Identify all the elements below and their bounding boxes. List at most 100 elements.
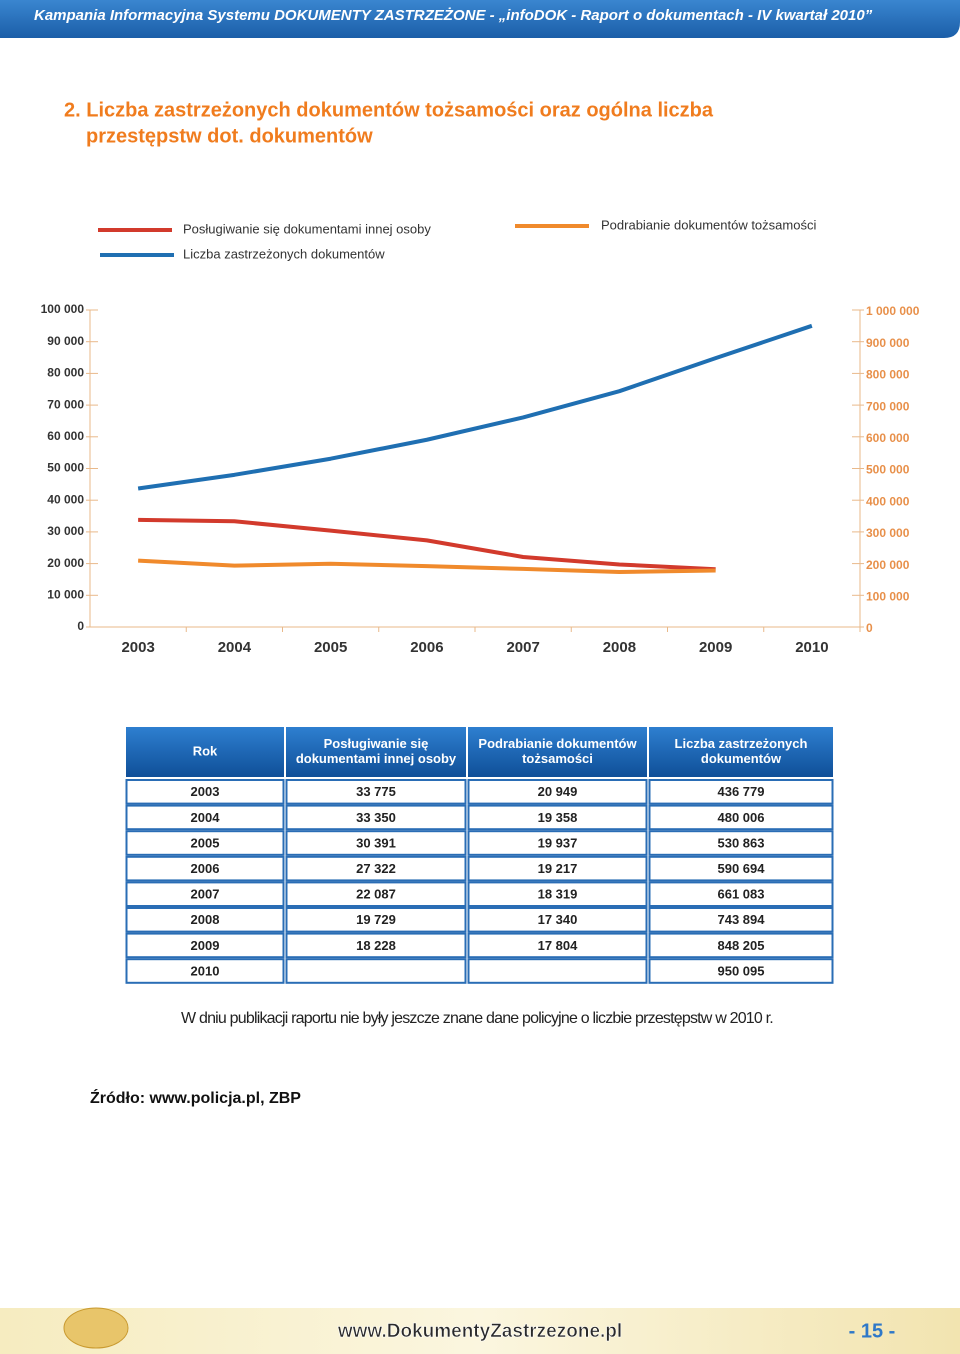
table-cell bbox=[467, 881, 648, 908]
table-cell bbox=[467, 830, 648, 856]
table-cell bbox=[648, 881, 834, 908]
table-cell bbox=[467, 779, 648, 805]
table-cell-text: 19 937 bbox=[538, 835, 578, 850]
table-cell bbox=[125, 804, 285, 831]
note: W dniu publikacji raportu nie były jeszc… bbox=[181, 1010, 773, 1027]
table-cell bbox=[125, 779, 285, 805]
table-cell-text: 18 319 bbox=[538, 887, 578, 902]
table-cell-text: 2010 bbox=[191, 963, 220, 978]
y2-tick-label: 700 000 bbox=[866, 399, 910, 413]
series-line bbox=[138, 558, 716, 575]
table-cell-text: 18 228 bbox=[356, 938, 396, 953]
y-tick-label: 80 000 bbox=[47, 366, 84, 380]
table-cell bbox=[285, 779, 467, 805]
table-cell bbox=[125, 881, 285, 908]
table-header-text: Liczba zastrzeżonych bbox=[675, 736, 808, 751]
table-header-text: tożsamości bbox=[522, 751, 593, 766]
y-tick-label: 40 000 bbox=[47, 492, 84, 506]
table-cell bbox=[467, 958, 648, 984]
table-cell-text: 20 949 bbox=[538, 784, 578, 799]
y-tick-label: 20 000 bbox=[47, 556, 84, 570]
series-line bbox=[137, 323, 813, 491]
table-header-cell bbox=[649, 727, 833, 777]
y-tick-label: 90 000 bbox=[47, 334, 84, 348]
x-tick-label: 2004 bbox=[218, 639, 252, 656]
table-cell-text: 19 729 bbox=[356, 912, 396, 927]
header-title: Kampania Informacyjna Systemu DOKUMENTY … bbox=[34, 7, 873, 24]
x-tick-label: 2003 bbox=[121, 639, 154, 656]
table-header-cell bbox=[468, 727, 647, 777]
table-cell bbox=[125, 958, 285, 984]
y2-tick-label: 500 000 bbox=[866, 463, 910, 477]
legend-label: Liczba zastrzeżonych dokumentów bbox=[183, 246, 385, 261]
x-tick-label: 2008 bbox=[603, 639, 636, 656]
table-cell-text: 22 087 bbox=[356, 887, 396, 902]
y2-tick-label: 100 000 bbox=[866, 589, 910, 603]
table-cell bbox=[648, 932, 834, 959]
x-tick-label: 2010 bbox=[795, 639, 828, 656]
table-cell bbox=[648, 958, 834, 984]
table-cell-text: 2008 bbox=[191, 912, 220, 927]
table-cell-text: 2005 bbox=[191, 835, 220, 850]
table-cell bbox=[285, 932, 467, 959]
table-header-text: dokumentów bbox=[701, 751, 782, 766]
table-cell-text: 2007 bbox=[191, 887, 220, 902]
legend-label: Podrabianie dokumentów tożsamości bbox=[601, 217, 816, 232]
table-cell-text: 950 095 bbox=[718, 963, 765, 978]
table-cell bbox=[467, 907, 648, 933]
footer-bar bbox=[0, 1308, 960, 1354]
table-cell bbox=[125, 932, 285, 959]
y-tick-label: 0 bbox=[77, 619, 84, 633]
y2-tick-label: 900 000 bbox=[866, 336, 910, 350]
section-title: przestępstw dot. dokumentów bbox=[86, 125, 373, 147]
table-cell-text: 480 006 bbox=[718, 810, 765, 825]
table-cell bbox=[285, 958, 467, 984]
table-cell bbox=[467, 855, 648, 882]
table-cell bbox=[285, 907, 467, 933]
y2-tick-label: 400 000 bbox=[866, 494, 910, 508]
y-tick-label: 60 000 bbox=[47, 429, 84, 443]
table-cell bbox=[467, 804, 648, 831]
footer-url: www.DokumentyZastrzezone.pl bbox=[337, 1321, 622, 1342]
table-cell-text: 2004 bbox=[191, 810, 221, 825]
y2-tick-label: 1 000 000 bbox=[866, 304, 920, 318]
y-tick-label: 30 000 bbox=[47, 524, 84, 538]
table-cell bbox=[285, 855, 467, 882]
y-tick-label: 100 000 bbox=[41, 302, 85, 316]
table-cell bbox=[125, 830, 285, 856]
table-cell-text: 33 775 bbox=[356, 784, 396, 799]
table-header-text: Podrabianie dokumentów bbox=[478, 736, 637, 751]
table-cell-text: 17 804 bbox=[538, 938, 579, 953]
table-cell-text: 27 322 bbox=[356, 861, 396, 876]
y2-tick-label: 800 000 bbox=[866, 368, 910, 382]
table-cell-text: 661 083 bbox=[718, 887, 765, 902]
section-title: 2. Liczba zastrzeżonych dokumentów tożsa… bbox=[64, 99, 714, 121]
y-tick-label: 10 000 bbox=[47, 587, 84, 601]
page-number: - 15 - bbox=[849, 1320, 896, 1342]
source: Źródło: www.policja.pl, ZBP bbox=[90, 1088, 301, 1107]
table-cell-text: 2003 bbox=[191, 784, 220, 799]
y2-tick-label: 300 000 bbox=[866, 526, 910, 540]
y2-tick-label: 0 bbox=[866, 621, 873, 635]
x-tick-label: 2006 bbox=[410, 639, 443, 656]
table-cell bbox=[648, 855, 834, 882]
table-cell bbox=[285, 804, 467, 831]
table-cell-text: 2006 bbox=[191, 861, 220, 876]
table-cell-text: 590 694 bbox=[718, 861, 766, 876]
table-cell bbox=[125, 855, 285, 882]
table-cell-text: 19 217 bbox=[538, 861, 578, 876]
table-cell bbox=[285, 830, 467, 856]
series-line bbox=[138, 517, 716, 572]
table-cell-text: 19 358 bbox=[538, 810, 578, 825]
legend-label: Posługiwanie się dokumentami innej osoby bbox=[183, 221, 431, 236]
table-cell bbox=[648, 830, 834, 856]
y-tick-label: 50 000 bbox=[47, 461, 84, 475]
table-cell bbox=[648, 779, 834, 805]
table-header-text: Posługiwanie się bbox=[324, 736, 429, 751]
table-header-text: dokumentami innej osoby bbox=[296, 751, 457, 766]
table-cell-text: 848 205 bbox=[718, 938, 765, 953]
table-header-cell bbox=[126, 727, 284, 777]
table-cell bbox=[648, 804, 834, 831]
